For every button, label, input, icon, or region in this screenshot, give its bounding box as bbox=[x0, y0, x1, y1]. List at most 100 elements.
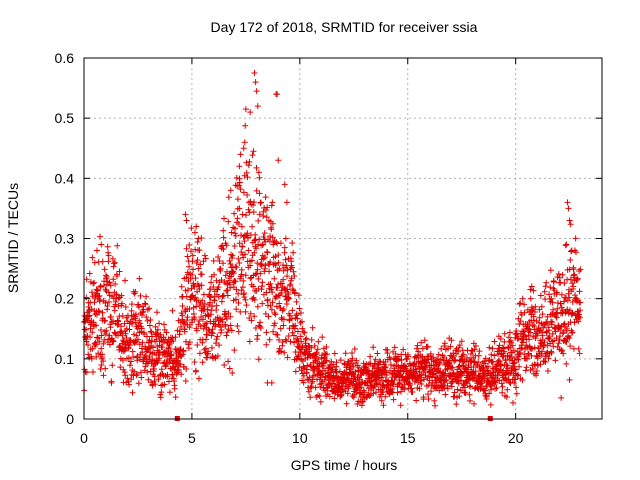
data-point bbox=[547, 267, 554, 274]
data-point bbox=[109, 337, 116, 344]
data-point bbox=[207, 299, 214, 306]
data-point bbox=[234, 196, 241, 203]
data-point bbox=[192, 275, 199, 282]
data-point bbox=[489, 345, 496, 352]
data-point bbox=[289, 239, 296, 246]
data-point bbox=[528, 283, 535, 290]
data-point bbox=[121, 320, 128, 327]
data-point bbox=[98, 332, 105, 339]
data-point bbox=[170, 338, 177, 345]
data-point bbox=[257, 319, 264, 326]
data-point bbox=[201, 252, 208, 259]
data-point bbox=[457, 387, 464, 394]
data-point bbox=[89, 329, 96, 336]
data-point bbox=[244, 230, 251, 237]
data-point bbox=[537, 361, 544, 368]
data-point bbox=[175, 366, 182, 373]
data-point bbox=[121, 369, 128, 376]
data-point bbox=[157, 331, 164, 338]
data-point bbox=[231, 347, 238, 354]
data-point bbox=[472, 342, 479, 349]
data-point bbox=[531, 308, 538, 315]
data-point bbox=[308, 336, 315, 343]
data-point bbox=[241, 238, 248, 245]
data-point bbox=[258, 286, 265, 293]
data-point bbox=[425, 395, 432, 402]
data-point bbox=[100, 340, 107, 347]
data-point bbox=[290, 332, 297, 339]
data-point bbox=[225, 310, 232, 317]
data-point bbox=[487, 401, 494, 408]
data-point bbox=[333, 359, 340, 366]
data-point bbox=[447, 343, 454, 350]
data-point bbox=[229, 370, 236, 377]
data-point bbox=[234, 215, 241, 222]
data-point bbox=[223, 332, 230, 339]
data-point bbox=[561, 280, 568, 287]
data-point bbox=[157, 394, 164, 401]
data-point bbox=[193, 303, 200, 310]
data-point bbox=[93, 311, 100, 318]
data-point bbox=[144, 369, 151, 376]
data-point bbox=[193, 259, 200, 266]
data-point bbox=[416, 385, 423, 392]
data-point bbox=[101, 336, 108, 343]
data-point bbox=[280, 276, 287, 283]
data-point bbox=[428, 388, 435, 395]
data-point bbox=[187, 275, 194, 282]
data-point bbox=[239, 284, 246, 291]
data-point bbox=[343, 400, 350, 407]
data-point bbox=[498, 380, 505, 387]
data-point bbox=[116, 268, 123, 275]
data-point bbox=[135, 380, 142, 387]
data-point bbox=[557, 326, 564, 333]
data-point bbox=[194, 257, 201, 264]
data-point bbox=[141, 300, 148, 307]
data-point bbox=[262, 310, 269, 317]
data-point bbox=[236, 240, 243, 247]
data-point bbox=[503, 362, 510, 369]
data-point bbox=[506, 379, 513, 386]
data-point bbox=[540, 341, 547, 348]
data-point bbox=[576, 350, 583, 357]
data-point bbox=[481, 375, 488, 382]
data-point bbox=[120, 337, 127, 344]
data-point bbox=[564, 199, 571, 206]
data-point bbox=[283, 337, 290, 344]
data-point bbox=[232, 278, 239, 285]
data-point bbox=[252, 79, 259, 86]
data-point bbox=[314, 346, 321, 353]
data-point bbox=[482, 392, 489, 399]
data-point bbox=[86, 270, 93, 277]
data-point bbox=[104, 302, 111, 309]
data-point bbox=[315, 356, 322, 363]
data-point bbox=[545, 327, 552, 334]
data-point bbox=[497, 335, 504, 342]
data-point bbox=[415, 348, 422, 355]
data-point bbox=[398, 388, 405, 395]
data-point bbox=[516, 363, 523, 370]
data-point bbox=[553, 290, 560, 297]
data-point bbox=[526, 336, 533, 343]
data-point bbox=[544, 367, 551, 374]
data-point bbox=[232, 232, 239, 239]
data-point bbox=[567, 343, 574, 350]
data-point bbox=[358, 384, 365, 391]
data-point bbox=[405, 353, 412, 360]
data-point bbox=[269, 289, 276, 296]
data-point bbox=[186, 263, 193, 270]
data-point bbox=[250, 148, 257, 155]
data-point bbox=[475, 352, 482, 359]
data-point bbox=[195, 235, 202, 242]
data-point bbox=[555, 270, 562, 277]
data-point bbox=[480, 374, 487, 381]
data-point bbox=[153, 309, 160, 316]
data-point bbox=[163, 329, 170, 336]
data-point bbox=[238, 266, 245, 273]
data-point bbox=[441, 343, 448, 350]
data-point bbox=[541, 358, 548, 365]
data-point bbox=[223, 315, 230, 322]
data-point bbox=[298, 338, 305, 345]
data-point bbox=[267, 302, 274, 309]
data-point bbox=[262, 194, 269, 201]
